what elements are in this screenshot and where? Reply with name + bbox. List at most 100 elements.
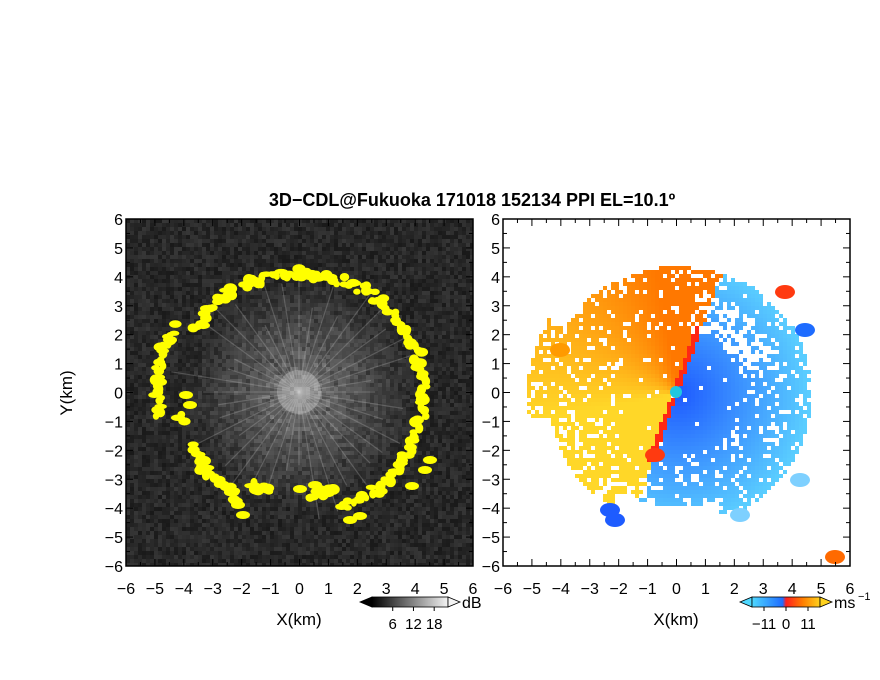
reflectivity-cell bbox=[170, 303, 174, 307]
reflectivity-cell bbox=[194, 227, 198, 231]
reflectivity-cell bbox=[190, 223, 194, 227]
reflectivity-cell bbox=[246, 367, 250, 371]
reflectivity-cell bbox=[318, 235, 322, 239]
reflectivity-cell bbox=[126, 427, 130, 431]
reflectivity-cell bbox=[470, 359, 473, 363]
reflectivity-cell bbox=[318, 379, 322, 383]
reflectivity-cell bbox=[174, 391, 178, 395]
reflectivity-cell bbox=[198, 447, 202, 451]
reflectivity-cell bbox=[214, 391, 218, 395]
reflectivity-cell bbox=[254, 291, 258, 295]
reflectivity-cell bbox=[466, 411, 470, 415]
reflectivity-cell bbox=[374, 323, 378, 327]
reflectivity-cell bbox=[190, 355, 194, 359]
reflectivity-cell bbox=[270, 263, 274, 267]
reflectivity-cell bbox=[134, 315, 138, 319]
reflectivity-cell bbox=[198, 343, 202, 347]
reflectivity-cell bbox=[266, 327, 270, 331]
reflectivity-cell bbox=[146, 255, 150, 259]
reflectivity-cell bbox=[230, 407, 234, 411]
reflectivity-cell bbox=[390, 371, 394, 375]
reflectivity-cell bbox=[318, 311, 322, 315]
reflectivity-cell bbox=[406, 271, 410, 275]
reflectivity-cell bbox=[306, 411, 310, 415]
reflectivity-cell bbox=[370, 347, 374, 351]
reflectivity-cell bbox=[142, 415, 146, 419]
reflectivity-cell bbox=[194, 259, 198, 263]
reflectivity-cell bbox=[454, 291, 458, 295]
reflectivity-cell bbox=[234, 419, 238, 423]
reflectivity-cell bbox=[330, 319, 334, 323]
reflectivity-cell bbox=[306, 299, 310, 303]
reflectivity-cell bbox=[170, 291, 174, 295]
reflectivity-cell bbox=[306, 331, 310, 335]
reflectivity-cell bbox=[434, 331, 438, 335]
reflectivity-cell bbox=[458, 395, 462, 399]
reflectivity-cell bbox=[278, 367, 282, 371]
reflectivity-cell bbox=[190, 347, 194, 351]
reflectivity-cell bbox=[322, 251, 326, 255]
reflectivity-cell bbox=[270, 443, 274, 447]
reflectivity-cell bbox=[278, 251, 282, 255]
reflectivity-cell bbox=[218, 219, 222, 223]
reflectivity-cell bbox=[282, 331, 286, 335]
reflectivity-cell bbox=[218, 379, 222, 383]
reflectivity-cell bbox=[434, 391, 438, 395]
reflectivity-cell bbox=[226, 239, 230, 243]
reflectivity-cell bbox=[230, 355, 234, 359]
reflectivity-cell bbox=[354, 263, 358, 267]
reflectivity-cell bbox=[450, 339, 454, 343]
reflectivity-cell bbox=[462, 375, 466, 379]
reflectivity-cell bbox=[470, 423, 473, 427]
reflectivity-cell bbox=[442, 359, 446, 363]
reflectivity-cell bbox=[146, 315, 150, 319]
reflectivity-cell bbox=[466, 387, 470, 391]
reflectivity-cell bbox=[290, 303, 294, 307]
reflectivity-cell bbox=[318, 323, 322, 327]
reflectivity-cell bbox=[282, 371, 286, 375]
reflectivity-cell bbox=[250, 231, 254, 235]
reflectivity-cell bbox=[290, 387, 294, 391]
reflectivity-cell bbox=[138, 383, 142, 387]
reflectivity-cell bbox=[210, 243, 214, 247]
reflectivity-cell bbox=[278, 291, 282, 295]
reflectivity-cell bbox=[454, 323, 458, 327]
reflectivity-cell bbox=[206, 431, 210, 435]
reflectivity-cell bbox=[362, 295, 366, 299]
reflectivity-cell bbox=[286, 339, 290, 343]
reflectivity-cell bbox=[338, 263, 342, 267]
reflectivity-cell bbox=[362, 311, 366, 315]
reflectivity-cell bbox=[146, 239, 150, 243]
reflectivity-cell bbox=[378, 267, 382, 271]
reflectivity-cell bbox=[338, 299, 342, 303]
reflectivity-cell bbox=[454, 263, 458, 267]
reflectivity-cell bbox=[374, 443, 378, 447]
reflectivity-cell bbox=[202, 379, 206, 383]
reflectivity-cell bbox=[430, 411, 434, 415]
reflectivity-cell bbox=[442, 435, 446, 439]
reflectivity-cell bbox=[274, 303, 278, 307]
reflectivity-cell bbox=[182, 315, 186, 319]
reflectivity-cell bbox=[302, 415, 306, 419]
reflectivity-cell bbox=[382, 347, 386, 351]
reflectivity-cell bbox=[386, 263, 390, 267]
reflectivity-cell bbox=[166, 259, 170, 263]
reflectivity-cell bbox=[318, 307, 322, 311]
reflectivity-cell bbox=[350, 371, 354, 375]
reflectivity-cell bbox=[402, 247, 406, 251]
reflectivity-cell bbox=[198, 295, 202, 299]
reflectivity-cell bbox=[438, 327, 442, 331]
reflectivity-cell bbox=[418, 219, 422, 223]
reflectivity-cell bbox=[238, 267, 242, 271]
reflectivity-cell bbox=[398, 239, 402, 243]
reflectivity-cell bbox=[454, 319, 458, 323]
reflectivity-cell bbox=[442, 235, 446, 239]
reflectivity-cell bbox=[150, 295, 154, 299]
reflectivity-cell bbox=[262, 343, 266, 347]
reflectivity-cell bbox=[438, 243, 442, 247]
reflectivity-cell bbox=[366, 331, 370, 335]
reflectivity-cell bbox=[346, 311, 350, 315]
reflectivity-cell bbox=[282, 315, 286, 319]
reflectivity-cell bbox=[142, 371, 146, 375]
reflectivity-cell bbox=[342, 435, 346, 439]
